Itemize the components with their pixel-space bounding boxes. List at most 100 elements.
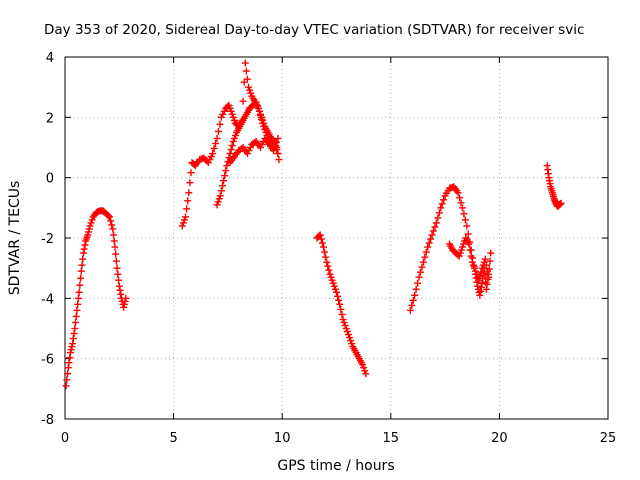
data-point-fill <box>461 216 469 224</box>
data-point <box>185 189 193 197</box>
data-point-fill <box>184 197 192 205</box>
y-tick-label: -4 <box>41 292 54 307</box>
data-point-fill <box>335 296 343 304</box>
data-point-fill <box>228 141 236 149</box>
data-point-fill <box>418 263 426 271</box>
data-point-fill <box>421 253 429 261</box>
data-point <box>487 249 495 257</box>
data-point <box>220 177 228 185</box>
y-tick-label: -8 <box>41 413 54 428</box>
data-point-fill <box>80 245 88 253</box>
data-point <box>475 276 483 284</box>
data-point-fill <box>107 217 115 225</box>
data-point-fill <box>322 253 330 261</box>
data-point-fill <box>324 262 332 270</box>
data-point-fill <box>416 268 424 276</box>
y-tick-label: -2 <box>41 232 54 247</box>
chart-title: Day 353 of 2020, Sidereal Day-to-day VTE… <box>44 22 584 38</box>
data-point-fill <box>431 223 439 231</box>
data-point <box>481 255 489 263</box>
data-point-fill <box>210 145 218 153</box>
data-point-fill <box>338 310 346 318</box>
x-tick-label: 15 <box>383 431 400 446</box>
data-point-fill <box>74 294 82 302</box>
data-point <box>465 240 473 248</box>
data-point <box>226 150 234 158</box>
data-point-fill <box>482 261 490 269</box>
y-tick-label: 2 <box>46 111 54 126</box>
data-point <box>64 364 72 372</box>
data-point-fill <box>258 115 266 123</box>
data-point-fill <box>71 318 79 326</box>
data-point <box>319 243 327 251</box>
data-point-fill <box>476 272 484 280</box>
data-point-fill <box>412 285 420 293</box>
data-point-fill <box>227 146 235 154</box>
data-point-fill <box>456 194 464 202</box>
y-axis-label: SDTVAR / TECUs <box>7 181 23 296</box>
data-point <box>115 282 123 290</box>
data-point-fill <box>77 274 85 282</box>
data-point-fill <box>272 138 280 146</box>
data-point-fill <box>112 257 120 265</box>
data-point-fill <box>460 210 468 218</box>
data-point <box>411 291 419 299</box>
data-point <box>106 213 114 221</box>
x-tick-label: 25 <box>600 431 617 446</box>
data-point <box>109 225 117 233</box>
data-point <box>75 288 83 296</box>
data-point-fill <box>422 248 430 256</box>
data-point <box>463 222 471 230</box>
data-point <box>274 134 282 142</box>
data-point-fill <box>70 330 78 338</box>
data-point <box>62 382 70 390</box>
data-point-fill <box>239 97 247 105</box>
data-point <box>77 267 85 275</box>
data-point <box>454 189 462 197</box>
data-point <box>406 306 414 314</box>
data-point <box>476 291 484 299</box>
data-point-fill <box>221 172 229 180</box>
data-point-fill <box>464 230 472 238</box>
data-point-fill <box>187 169 195 177</box>
data-point <box>275 156 283 164</box>
data-point-fill <box>65 359 73 367</box>
data-point-fill <box>274 150 282 158</box>
data-point-fill <box>435 209 443 217</box>
data-point-fill <box>434 214 442 222</box>
data-point-fill <box>427 235 435 243</box>
data-point-fill <box>183 205 191 213</box>
data-point-fill <box>467 252 475 260</box>
data-point-fill <box>110 237 118 245</box>
data-point-fill <box>66 354 74 362</box>
data-point-fill <box>334 292 342 300</box>
data-point-fill <box>69 335 77 343</box>
data-point <box>213 134 221 142</box>
data-point <box>182 213 190 221</box>
data-point <box>333 288 340 296</box>
data-point-fill <box>486 257 494 265</box>
data-point-fill <box>438 200 446 208</box>
data-point <box>241 59 249 67</box>
x-tick-label: 5 <box>169 431 177 446</box>
data-point-fill <box>74 300 82 308</box>
data-point-fill <box>81 241 89 249</box>
data-point-fill <box>217 187 225 195</box>
x-tick-label: 20 <box>491 431 508 446</box>
data-point <box>336 300 344 308</box>
data-point-fill <box>485 265 493 273</box>
data-point-fill <box>477 268 485 276</box>
data-point <box>323 258 331 266</box>
data-point-fill <box>218 182 226 190</box>
data-point-fill <box>242 67 250 75</box>
grid-lines <box>65 57 608 419</box>
data-point-fill <box>216 120 224 128</box>
data-point-fill <box>321 248 329 256</box>
data-point <box>216 192 224 200</box>
data-point-fill <box>222 167 230 175</box>
data-point <box>255 107 263 115</box>
data-point-fill <box>110 231 118 239</box>
data-point-fill <box>318 239 326 247</box>
